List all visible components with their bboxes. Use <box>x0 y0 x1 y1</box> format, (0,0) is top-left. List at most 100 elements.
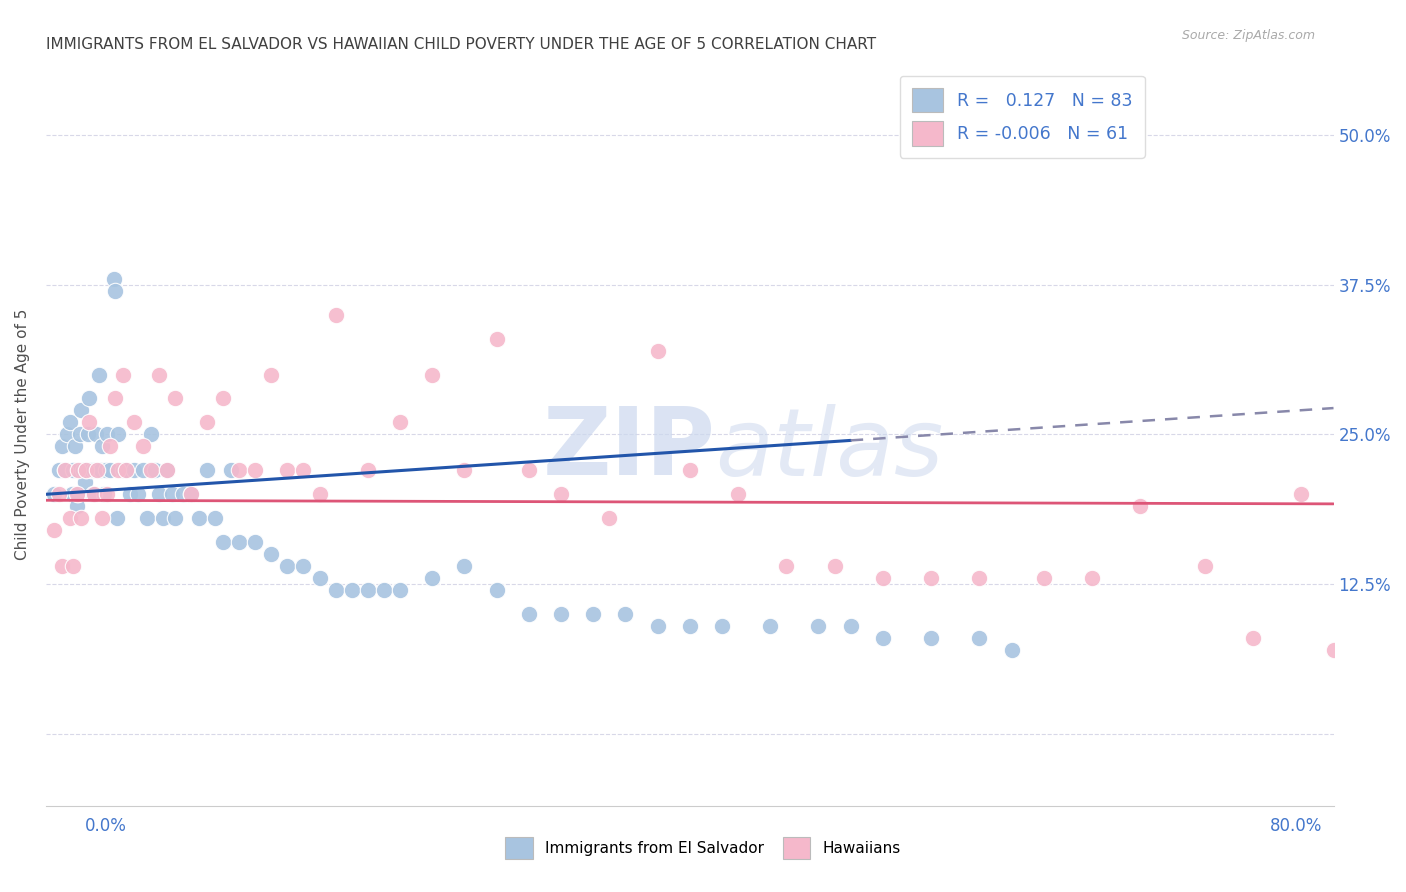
Point <box>357 463 380 477</box>
Point <box>83 487 105 501</box>
Point <box>204 511 226 525</box>
Point <box>389 583 412 598</box>
Point <box>65 500 87 514</box>
Point <box>42 523 65 537</box>
Point <box>48 463 70 477</box>
Point <box>180 487 202 501</box>
Point <box>104 392 127 406</box>
Point <box>1194 559 1216 574</box>
Point <box>60 487 83 501</box>
Point <box>79 392 101 406</box>
Point <box>72 463 94 477</box>
Point <box>127 487 149 501</box>
Point <box>160 487 183 501</box>
Point <box>75 463 97 477</box>
Point <box>1339 571 1361 585</box>
Point <box>969 631 991 645</box>
Point <box>98 439 121 453</box>
Point <box>104 284 127 298</box>
Point <box>107 463 129 477</box>
Point <box>308 487 330 501</box>
Point <box>420 571 443 585</box>
Legend: Immigrants from El Salvador, Hawaiians: Immigrants from El Salvador, Hawaiians <box>499 830 907 864</box>
Point <box>105 511 128 525</box>
Point <box>517 463 540 477</box>
Point <box>79 416 101 430</box>
Point <box>96 427 118 442</box>
Point <box>152 511 174 525</box>
Point <box>56 427 79 442</box>
Point <box>228 463 250 477</box>
Point <box>1129 500 1152 514</box>
Point <box>598 511 620 525</box>
Point <box>139 427 162 442</box>
Point <box>62 559 84 574</box>
Point <box>76 427 98 442</box>
Point <box>112 463 135 477</box>
Text: atlas: atlas <box>716 404 943 495</box>
Point <box>87 368 110 382</box>
Point <box>325 308 347 322</box>
Point <box>94 463 117 477</box>
Point <box>453 463 475 477</box>
Point <box>582 607 605 621</box>
Point <box>53 463 76 477</box>
Point <box>163 511 186 525</box>
Point <box>679 463 702 477</box>
Point <box>614 607 637 621</box>
Point <box>93 487 115 501</box>
Point <box>148 487 170 501</box>
Y-axis label: Child Poverty Under the Age of 5: Child Poverty Under the Age of 5 <box>15 309 30 560</box>
Point <box>51 439 73 453</box>
Point <box>59 511 82 525</box>
Point <box>245 463 267 477</box>
Point <box>48 487 70 501</box>
Point <box>824 559 846 574</box>
Point <box>63 439 86 453</box>
Point <box>67 463 90 477</box>
Point <box>679 619 702 633</box>
Point <box>69 427 91 442</box>
Point <box>187 511 209 525</box>
Point <box>62 463 84 477</box>
Text: IMMIGRANTS FROM EL SALVADOR VS HAWAIIAN CHILD POVERTY UNDER THE AGE OF 5 CORRELA: IMMIGRANTS FROM EL SALVADOR VS HAWAIIAN … <box>46 37 876 53</box>
Point <box>73 475 96 490</box>
Point <box>53 463 76 477</box>
Text: 80.0%: 80.0% <box>1270 817 1323 835</box>
Point <box>82 487 104 501</box>
Point <box>86 463 108 477</box>
Point <box>67 487 90 501</box>
Point <box>96 487 118 501</box>
Point <box>124 463 146 477</box>
Point <box>156 463 179 477</box>
Point <box>118 487 141 501</box>
Point <box>550 487 572 501</box>
Point <box>172 487 194 501</box>
Point <box>195 463 218 477</box>
Legend: R =   0.127   N = 83, R = -0.006   N = 61: R = 0.127 N = 83, R = -0.006 N = 61 <box>900 76 1144 158</box>
Point <box>86 463 108 477</box>
Point <box>1001 643 1024 657</box>
Point <box>1241 631 1264 645</box>
Point <box>80 463 103 477</box>
Point <box>325 583 347 598</box>
Point <box>131 439 153 453</box>
Point <box>647 619 669 633</box>
Point <box>872 631 894 645</box>
Point <box>212 535 235 549</box>
Point <box>115 463 138 477</box>
Text: Source: ZipAtlas.com: Source: ZipAtlas.com <box>1181 29 1315 43</box>
Point <box>139 463 162 477</box>
Point <box>807 619 830 633</box>
Point <box>920 571 942 585</box>
Point <box>228 535 250 549</box>
Point <box>90 463 112 477</box>
Point <box>245 535 267 549</box>
Point <box>373 583 395 598</box>
Point <box>65 487 87 501</box>
Point <box>136 511 159 525</box>
Point <box>83 463 105 477</box>
Point <box>70 403 93 417</box>
Point <box>485 583 508 598</box>
Point <box>1291 487 1313 501</box>
